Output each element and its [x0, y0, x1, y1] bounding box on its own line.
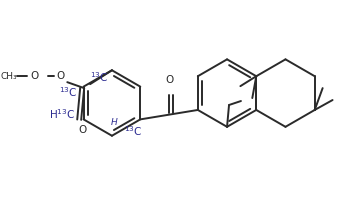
Text: $^{13}$C: $^{13}$C: [124, 124, 142, 138]
Text: H: H: [110, 118, 117, 127]
Text: $^{13}$C: $^{13}$C: [59, 86, 77, 99]
Text: O: O: [30, 71, 39, 81]
Text: CH₃: CH₃: [0, 72, 17, 81]
Text: O: O: [56, 71, 64, 81]
Text: H$^{13}$C: H$^{13}$C: [50, 108, 76, 121]
Text: O: O: [165, 75, 173, 85]
Text: $^{13}$C: $^{13}$C: [89, 70, 108, 84]
Text: O: O: [78, 125, 86, 135]
